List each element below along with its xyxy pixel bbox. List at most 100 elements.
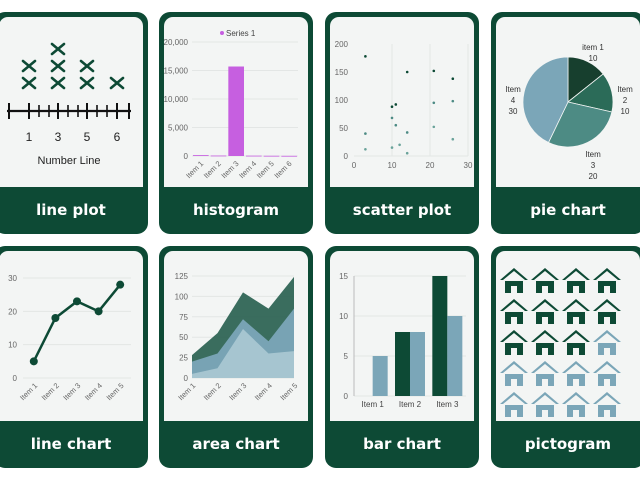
- card-label: scatter plot: [352, 201, 452, 219]
- chart-panel: 0 50 100 150 200 0 10 20 30: [330, 17, 474, 187]
- house-icon: [505, 281, 523, 293]
- scatter-point: [364, 132, 367, 135]
- house-roof-icon: [500, 268, 528, 280]
- slice-label: 4: [511, 96, 516, 105]
- slice-value: 10: [621, 107, 630, 116]
- house-icon: [536, 312, 554, 324]
- x-mark: [50, 59, 66, 73]
- scatter-point: [405, 70, 409, 74]
- y-tick-label: 0: [184, 374, 189, 383]
- house-roof-icon: [531, 392, 559, 404]
- bar-chart: 0 5 10 15 Item 1 Item 2 Item 3: [339, 272, 466, 409]
- card-bar-chart: 0 5 10 15 Item 1 Item 2 Item 3 bar chart: [325, 246, 479, 468]
- house-icon: [598, 312, 616, 324]
- slice-label: 3: [591, 161, 596, 170]
- x-mark: [79, 76, 95, 90]
- y-tick-label: 30: [8, 274, 17, 283]
- chart-panel: [496, 251, 640, 421]
- data-point: [73, 297, 81, 306]
- house-icon: [598, 405, 616, 417]
- x-mark: [79, 59, 95, 73]
- series-line: [32, 283, 122, 362]
- y-tick-label: 200: [335, 40, 349, 49]
- scatter-point: [394, 103, 398, 106]
- pie-slice: [522, 56, 569, 144]
- x-tick-label: Item 5: [278, 381, 299, 402]
- line-plot-chart: 1 3 5 6 Number Line: [7, 42, 131, 167]
- house-roof-icon: [500, 361, 528, 373]
- house-roof-icon: [593, 361, 621, 373]
- house-roof-icon: [562, 392, 590, 404]
- legend-marker: [220, 31, 224, 35]
- tick-label: 1: [26, 130, 33, 144]
- card-label: histogram: [192, 201, 280, 219]
- bar: [447, 316, 463, 396]
- histogram-bar: [263, 155, 280, 157]
- slice-label: Item: [585, 150, 601, 159]
- house-icon: [505, 374, 523, 386]
- y-tick-label: 0: [13, 374, 18, 383]
- x-tick-label: Item 1: [176, 381, 197, 402]
- x-tick-label: Item 3: [227, 381, 248, 402]
- y-tick-label: 15,000: [164, 67, 189, 76]
- x-mark: [50, 76, 66, 90]
- y-tick-label: 15: [339, 272, 348, 281]
- scatter-point: [432, 125, 436, 129]
- y-tick-label: 20,000: [164, 38, 189, 47]
- data-point: [29, 357, 38, 366]
- house-roof-icon: [562, 361, 590, 373]
- card-scatter-plot: 0 50 100 150 200 0 10 20 30 scatter plot: [325, 12, 479, 234]
- tick-label: 5: [84, 130, 91, 144]
- y-tick-label: 100: [175, 292, 189, 301]
- y-tick-label: 5: [344, 352, 349, 361]
- x-tick-label: Item 5: [105, 381, 126, 402]
- house-icon: [536, 281, 554, 293]
- y-tick-label: 25: [179, 354, 188, 363]
- slice-label: 2: [623, 96, 628, 105]
- y-tick-label: 0: [344, 152, 349, 161]
- data-point: [51, 314, 60, 322]
- card-label: bar chart: [363, 435, 441, 453]
- house-roof-icon: [531, 299, 559, 311]
- x-tick-label: 0: [352, 161, 357, 170]
- house-icon: [536, 405, 554, 417]
- house-roof-icon: [593, 299, 621, 311]
- house-icon: [598, 281, 616, 293]
- slice-label: Item: [617, 85, 633, 94]
- x-tick-label: Item 2: [40, 381, 61, 402]
- y-tick-label: 20: [8, 307, 17, 316]
- bar: [432, 276, 448, 396]
- chart-panel: item 1 10 Item 2 10 Item 3 20 Item 4 30: [496, 17, 640, 187]
- card-pie-chart: item 1 10 Item 2 10 Item 3 20 Item 4 30 pie chart: [491, 12, 640, 234]
- house-icon: [536, 343, 554, 355]
- x-tick-label: Item 2: [399, 400, 422, 409]
- house-icon: [536, 374, 554, 386]
- scatter-point: [394, 123, 398, 127]
- x-tick-label: Item 3: [219, 159, 240, 180]
- scatter-point: [451, 99, 455, 103]
- tick-label: 3: [55, 130, 62, 144]
- bar: [410, 332, 425, 396]
- card-histogram: 0 5,000 10,000 15,000 20,000 Series 1 Item 1 It…: [159, 12, 313, 234]
- histogram-bar: [281, 155, 297, 157]
- tick-label: 6: [114, 130, 121, 144]
- card-label: pictogram: [524, 435, 612, 453]
- house-roof-icon: [531, 268, 559, 280]
- scatter-point: [405, 131, 409, 134]
- x-mark: [109, 76, 125, 90]
- slice-label: Item: [505, 85, 521, 94]
- x-tick-label: Item 4: [253, 381, 274, 402]
- data-point: [94, 307, 103, 316]
- scatter-plot-chart: 0 50 100 150 200 0 10 20 30: [335, 40, 473, 170]
- scatter-point: [432, 101, 436, 105]
- house-roof-icon: [500, 330, 528, 342]
- line-chart: 0 10 20 30 Item 1 Item 2 Item 3 Item 4 Item 5: [8, 274, 131, 402]
- pie-chart: item 1 10 Item 2 10 Item 3 20 Item 4 30: [505, 43, 633, 181]
- card-label: area chart: [192, 435, 280, 453]
- histogram-bar: [228, 66, 244, 156]
- card-line-chart: 0 10 20 30 Item 1 Item 2 Item 3 Item 4 Item 5 li…: [0, 246, 148, 468]
- y-tick-label: 10: [339, 312, 348, 321]
- x-tick-label: Item 4: [83, 381, 104, 402]
- house-roof-icon: [562, 268, 590, 280]
